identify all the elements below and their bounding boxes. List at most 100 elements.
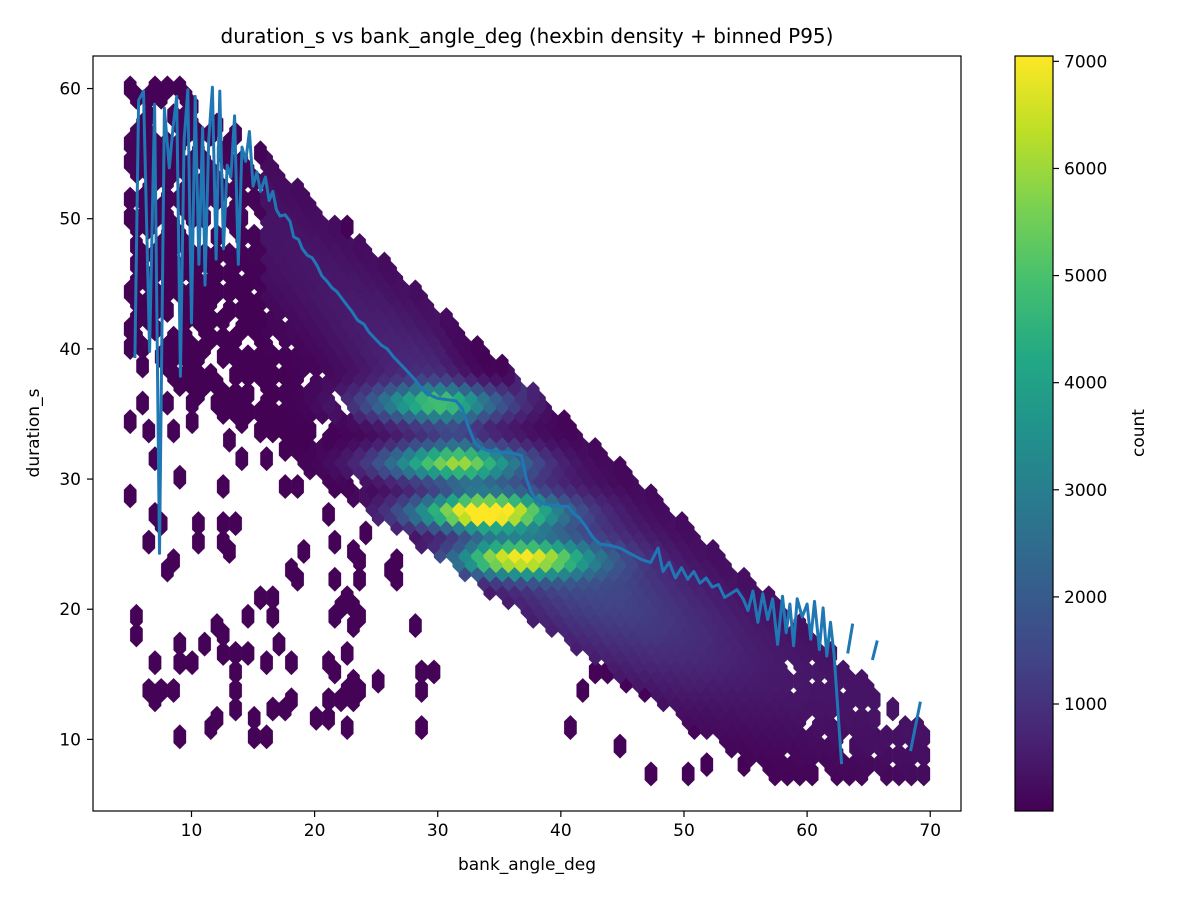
colorbar-tick-label: 7000	[1064, 52, 1107, 72]
x-tick-label: 70	[919, 821, 941, 841]
hexbin-cell	[185, 409, 199, 435]
hexbin-cell	[266, 603, 280, 629]
y-axis: 10 20 30 40 50 60	[59, 80, 93, 750]
plot-frame	[92, 55, 962, 812]
hexbin-cell	[495, 353, 509, 379]
hexbin-cell	[173, 464, 187, 490]
x-tick-label: 60	[796, 821, 818, 841]
hexbin-cell	[235, 446, 249, 472]
hexbin-cell	[142, 418, 156, 444]
hexbin-cell	[229, 677, 242, 704]
hexbin-cell	[415, 659, 428, 685]
hexbin-cell	[241, 603, 255, 629]
hexbin-cell	[526, 381, 540, 407]
hexbin-cell	[167, 548, 180, 574]
hexbin-cell	[297, 538, 311, 564]
hexbin-cell	[130, 603, 143, 629]
hexbin-cell	[588, 436, 602, 463]
hexbin-cell	[216, 511, 230, 537]
colorbar	[1015, 56, 1053, 811]
hexbin-cell	[130, 622, 143, 648]
hexbin-cell	[576, 677, 590, 704]
hexbin-cell	[291, 474, 304, 500]
hexbin-cell	[328, 566, 342, 592]
hexbin-cell	[322, 705, 335, 731]
hexbin-cell	[229, 640, 242, 666]
x-tick-label: 10	[181, 821, 203, 841]
hexbin-cell	[700, 752, 714, 778]
hexbin-cell	[285, 557, 298, 583]
hexbin-cell	[285, 687, 298, 713]
hexbin-cell	[322, 501, 335, 527]
hexbin-cell	[867, 705, 881, 731]
hexbin-cell	[123, 75, 137, 101]
hexbin-cell	[855, 668, 869, 694]
hexbin-cell	[613, 455, 627, 481]
hexbin-cell	[737, 566, 751, 592]
hexbin-cell	[340, 640, 354, 666]
hexbin-cell	[241, 640, 255, 666]
hexbin-cell	[359, 520, 373, 546]
hexbin-cell	[192, 529, 205, 555]
hexbin-cell	[167, 418, 180, 444]
hexbin-cell	[136, 390, 149, 416]
hexbin-cell	[198, 631, 211, 657]
hexbin-cell	[409, 613, 422, 639]
hexbin-cell	[260, 650, 273, 676]
colorbar-frame	[1014, 55, 1054, 812]
hexbin-cell	[347, 538, 360, 564]
colorbar-tick-label: 3000	[1064, 481, 1107, 501]
hexbin-cell	[229, 696, 242, 722]
hexbin-cell	[644, 483, 658, 509]
p95-line-segment	[870, 640, 879, 661]
colorbar-tick-label: 2000	[1064, 588, 1107, 608]
hexbin-cell	[229, 511, 242, 537]
hexbin-cell	[340, 214, 354, 240]
hexbin-cell	[390, 548, 404, 574]
hexbin-cells	[123, 75, 931, 787]
hexbin-cell	[167, 677, 180, 704]
hexbin-cell	[148, 650, 162, 676]
hexbin-cell	[266, 585, 280, 611]
hexbin-cell	[173, 75, 187, 101]
x-tick-label: 30	[427, 821, 449, 841]
hexbin-cell	[123, 186, 137, 212]
hexbin-cell	[706, 538, 720, 564]
y-tick-label: 50	[59, 210, 81, 230]
hexbin-cell	[260, 724, 273, 750]
colorbar-tick-label: 4000	[1064, 374, 1107, 394]
colorbar-tick-label: 5000	[1064, 267, 1107, 287]
hexbin-cell	[278, 474, 292, 500]
hexbin-cell	[272, 631, 286, 657]
hexbin-cell	[471, 334, 484, 361]
hexbin-cell	[322, 650, 335, 676]
p95-line-segment	[846, 623, 855, 654]
hexbin-cell	[557, 409, 571, 435]
hexbin-cell	[917, 761, 931, 787]
hexbin-cell	[353, 232, 366, 259]
hexbin-cell	[681, 761, 695, 787]
hexbin-cell	[247, 705, 261, 731]
y-tick-label: 30	[59, 470, 81, 490]
x-axis: 10 20 30 40 50 60 70	[181, 811, 941, 841]
hexbin-cell	[123, 483, 137, 509]
hexbin-cell	[347, 668, 360, 694]
hexbin-cell	[260, 446, 273, 472]
hexbin-cell	[340, 585, 354, 611]
p95-line-group	[133, 85, 922, 765]
hexbin-cell	[309, 705, 323, 731]
hexbin-cell	[886, 696, 900, 722]
hexbin-cell	[210, 705, 224, 731]
hexbin-cell	[285, 650, 298, 676]
hexbin-cell	[173, 724, 187, 750]
y-tick-label: 40	[59, 340, 81, 360]
x-tick-label: 20	[304, 821, 326, 841]
hexbin-cell	[204, 362, 218, 388]
hexbin-cell	[415, 677, 428, 704]
y-tick-label: 60	[59, 80, 81, 100]
hexbin-cell	[266, 696, 280, 722]
hexbin-cell	[340, 715, 354, 741]
hexbin-cell	[254, 585, 267, 611]
